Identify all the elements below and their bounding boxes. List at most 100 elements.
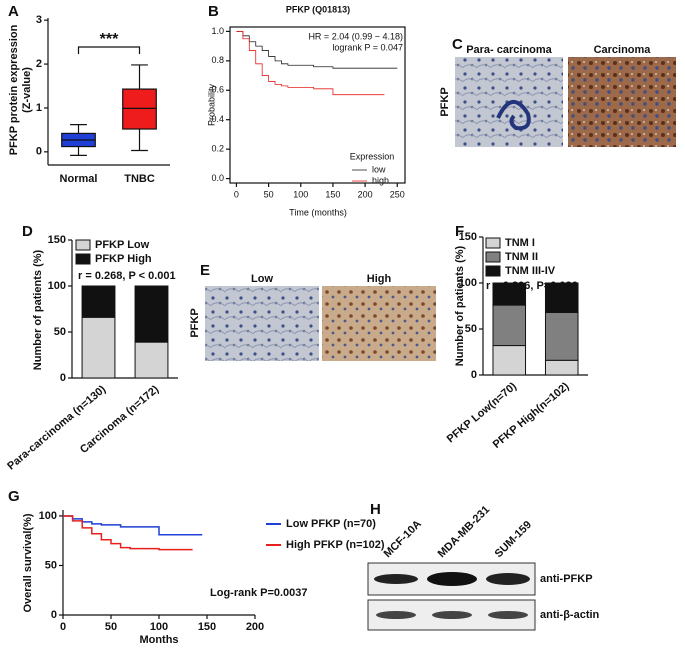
x-tick-label: 100 [150,621,168,633]
bar-segment [492,345,527,376]
row-label: anti-PFKP [540,573,593,585]
chart-panel: G 0 50 100 0 50 100 150 200 Months Overall surviva… [8,488,385,646]
legend-title: Expression [350,151,395,161]
ihc-image [205,286,319,361]
legend-label: PFKP High [95,253,152,265]
panel-label: E [200,262,210,279]
panel-label: G [8,488,20,505]
x-axis-label: Time (months) [289,207,347,217]
y-tick-label: 0.0 [211,173,224,183]
legend-swatch [75,239,91,251]
plot-frame [229,26,406,184]
legend-label: Low PFKP (n=70) [286,518,376,530]
y-tick-label: 50 [54,326,66,338]
y-tick-label: 150 [459,231,477,243]
legend-label: PFKP Low [95,239,150,251]
ihc-image [568,57,676,147]
y-tick-label: 50 [45,559,57,571]
image-side-label: PFKP [439,87,451,116]
legend-label: TNM II [505,251,538,263]
y-tick-label: 0.4 [211,114,224,124]
x-tick-label: 50 [105,621,117,633]
survival-curve [63,515,203,536]
x-axis-label: Months [139,634,178,646]
legend-swatch [75,253,91,265]
bar-segment [544,359,579,376]
image-label: Carcinoma [594,44,652,56]
x-tick-label: 250 [390,189,405,199]
y-tick-label: 1 [36,102,42,114]
legend-label: TNM III-IV [505,265,556,277]
legend-swatch [485,237,501,249]
lane-label: MDA-MB-231 [436,504,492,560]
bar-segment [544,282,579,313]
x-tick-label: 50 [264,189,274,199]
annotation: r = 0.268, P < 0.001 [78,270,176,282]
x-tick-label: 100 [293,189,308,199]
significance-bracket [77,46,141,54]
image-side-label: PFKP [189,308,201,337]
annotation: logrank P = 0.047 [332,42,403,52]
ihc-image [322,286,436,361]
x-tick-label: 150 [198,621,216,633]
legend-label: High PFKP (n=102) [286,539,385,551]
bar-segment [134,341,169,379]
image-label: High [367,273,392,285]
survival-curve [63,515,193,551]
legend-label: TNM I [505,237,535,249]
band [486,573,530,585]
y-tick-label: 50 [465,323,477,335]
chart-title: PFKP (Q01813) [286,4,350,14]
x-tick-label: 0 [60,621,66,633]
bar-segment [492,304,527,347]
band [427,572,477,586]
y-tick-label: 0 [51,609,57,621]
bar-segment [544,311,579,361]
survival-curve [236,31,385,96]
band [488,611,528,619]
band [432,611,472,619]
y-tick-label: 150 [48,234,66,246]
chart-panel: B PFKP (Q01813) 0.0 0.2 0.4 0.6 0.8 1.0 0 50 100 15… [206,3,406,217]
x-tick-label: 200 [358,189,373,199]
y-tick-label: 3 [36,14,42,26]
y-tick-label: 100 [39,510,57,522]
lane-label: SUM-159 [493,519,534,560]
y-tick-label: 1.0 [211,26,224,36]
band [374,574,418,584]
panel-label: B [208,3,219,20]
y-tick-label: 2 [36,58,42,70]
x-tick-label: TNBC [124,173,155,185]
legend-swatch [485,265,501,277]
x-tick-label: 150 [325,189,340,199]
y-tick-label: 0.6 [211,85,224,95]
band [376,611,416,619]
y-tick-label: 100 [459,277,477,289]
panel-label: F [455,223,464,240]
y-tick-label: 0 [471,369,477,381]
y-tick-label: 0 [36,146,42,158]
legend-label: low [372,164,386,174]
y-tick-label: 100 [48,280,66,292]
gland [496,100,531,131]
panel-label: A [8,3,19,20]
y-tick-label: 0.8 [211,55,224,65]
chart-panel: D 0 50 100 150 Number of patients (%) r = 0.26… [5,223,178,473]
y-axis-label: Number of patients (%) [454,245,466,366]
y-axis-label: Number of patients (%) [32,249,44,370]
panel-label: D [22,223,33,240]
annotation: *** [100,31,119,48]
image-label: Para- carcinoma [466,44,552,56]
annotation: HR = 2.04 (0.99 − 4.18) [308,31,403,41]
lane-label: MCF-10A [382,518,424,560]
x-tick-label: Normal [60,173,98,185]
x-tick-label: 200 [246,621,264,633]
bar-segment [492,282,527,306]
bar-segment [81,316,116,379]
annotation: Log-rank P=0.0037 [210,587,308,599]
bar-segment [81,285,116,318]
legend-swatch [485,251,501,263]
legend-label: high [372,175,389,185]
